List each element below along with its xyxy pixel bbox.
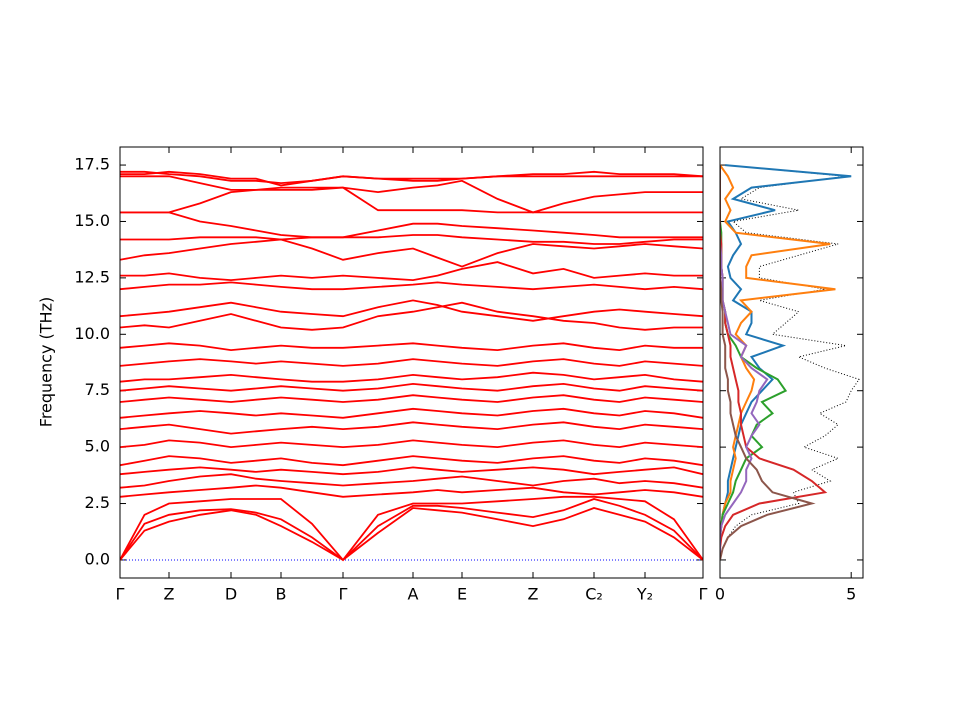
y-tick-label: 0.0 [85,549,110,568]
x-tick-label: B [276,585,287,604]
x-tick-label: 5 [846,585,856,604]
band-line [120,507,703,561]
y-tick-label: 10.0 [74,324,110,343]
band-line [120,484,703,498]
band-line [120,371,703,383]
y-tick-label: 5.0 [85,437,110,456]
x-tick-label: Y₂ [636,585,653,604]
band-line [120,238,703,268]
plot-frame [719,146,864,579]
y-tick-label: 15.0 [74,211,110,230]
band-line [120,439,703,449]
band-line [120,186,703,214]
x-tick-label: Z [528,585,539,604]
dos-line [720,165,788,560]
x-tick-label: C₂ [585,585,603,604]
band-line [120,234,703,245]
band-line [120,281,703,291]
dos-line [720,165,816,561]
x-tick-label: Γ [699,585,708,604]
y-tick-label: 7.5 [85,380,110,399]
y-axis-label: Frequency (THz) [37,297,56,427]
plot-frame [119,146,704,579]
band-line [120,358,703,367]
band-line [120,211,703,239]
x-tick-label: Z [164,585,175,604]
band-line [120,261,703,282]
x-tick-label: A [408,585,419,604]
band-line [120,382,703,392]
dos-line [720,164,836,560]
band-line [120,175,703,214]
dos-line [720,165,828,560]
dos-line [720,164,852,560]
band-line [120,466,703,476]
x-tick-label: Γ [116,585,125,604]
y-tick-label: 12.5 [74,267,110,286]
band-line [120,407,703,419]
band-line [120,495,703,562]
x-tick-label: E [457,585,467,604]
x-tick-label: D [225,585,237,604]
band-line [120,455,703,467]
y-tick-label: 2.5 [85,493,110,512]
band-line [120,421,703,435]
band-line [120,473,703,489]
band-line [120,301,703,331]
dos-line [720,165,769,560]
x-tick-label: Γ [339,585,348,604]
band-line [120,170,703,185]
dos-line [720,164,860,561]
band-line [120,299,703,322]
x-tick-label: 0 [715,585,725,604]
y-tick-label: 17.5 [74,155,110,174]
band-line [120,170,703,187]
band-line [120,498,703,562]
band-line [120,342,703,352]
band-line [120,394,703,403]
